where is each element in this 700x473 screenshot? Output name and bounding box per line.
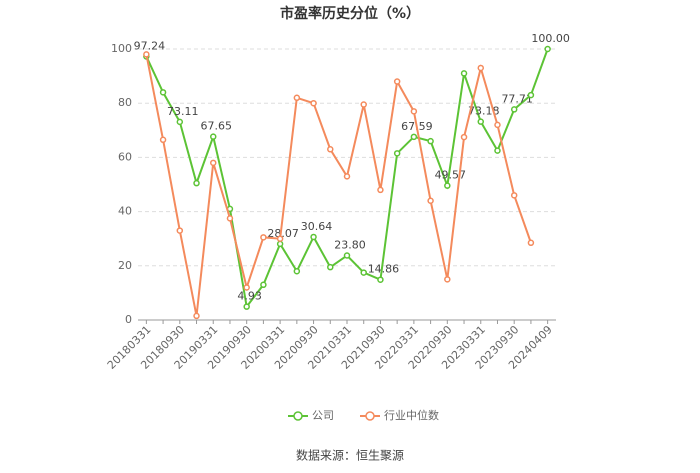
point [159,136,167,144]
point [293,267,301,275]
y-tick-label: 40 [118,205,132,218]
value-label: 73.11 [167,105,199,118]
value-label: 77.71 [501,92,533,105]
point [243,284,250,291]
point [276,235,284,242]
point [527,91,535,99]
point [209,159,217,167]
point [260,234,267,241]
point [310,99,317,107]
point [427,137,434,145]
point [460,133,468,141]
point [510,192,518,199]
point [176,227,184,234]
value-label: 100.00 [531,32,570,45]
point [427,197,434,205]
point [510,106,518,113]
series-line [145,54,532,317]
value-label: 23.80 [334,239,366,252]
point [477,118,485,125]
point [343,173,351,180]
point [444,276,451,283]
point [260,281,267,289]
y-tick-label: 60 [118,150,132,163]
point [193,312,200,320]
point [477,64,485,72]
point [377,276,384,283]
legend-label: 公司 [312,409,334,422]
point [410,108,418,115]
chart-title: 市盈率历史分位（%） [280,5,420,22]
point [360,269,367,276]
y-tick-label: 80 [118,96,132,109]
point [143,51,150,58]
point [310,233,317,241]
point [377,186,384,194]
value-label: 67.65 [200,120,232,133]
point [544,45,551,53]
point [226,215,234,222]
point [343,252,351,259]
point [276,240,284,248]
y-tick-label: 100 [111,42,132,55]
point [243,303,250,310]
point [360,101,367,108]
point [460,70,468,77]
point [159,89,167,96]
value-label: 28.07 [267,227,299,240]
y-tick-label: 0 [125,313,132,326]
value-label: 14.86 [368,263,400,276]
point [527,239,535,247]
source: 数据来源：恒生聚源 [296,448,404,463]
value-label: 30.64 [301,220,333,233]
point [444,182,451,189]
point [410,133,418,141]
point [393,150,401,157]
point [293,94,301,102]
point [494,147,501,154]
legend-label: 行业中位数 [384,408,439,422]
value-label: 49.57 [435,169,467,182]
point [393,78,401,85]
legend-marker [365,411,375,421]
point [327,146,334,153]
y-tick-label: 20 [118,259,132,272]
value-label: 4.93 [237,290,262,303]
legend-marker [293,411,303,421]
point [327,263,334,271]
point [193,179,200,187]
point [494,121,501,129]
point [209,133,217,140]
point [176,118,184,126]
value-label: 97.24 [134,39,166,52]
